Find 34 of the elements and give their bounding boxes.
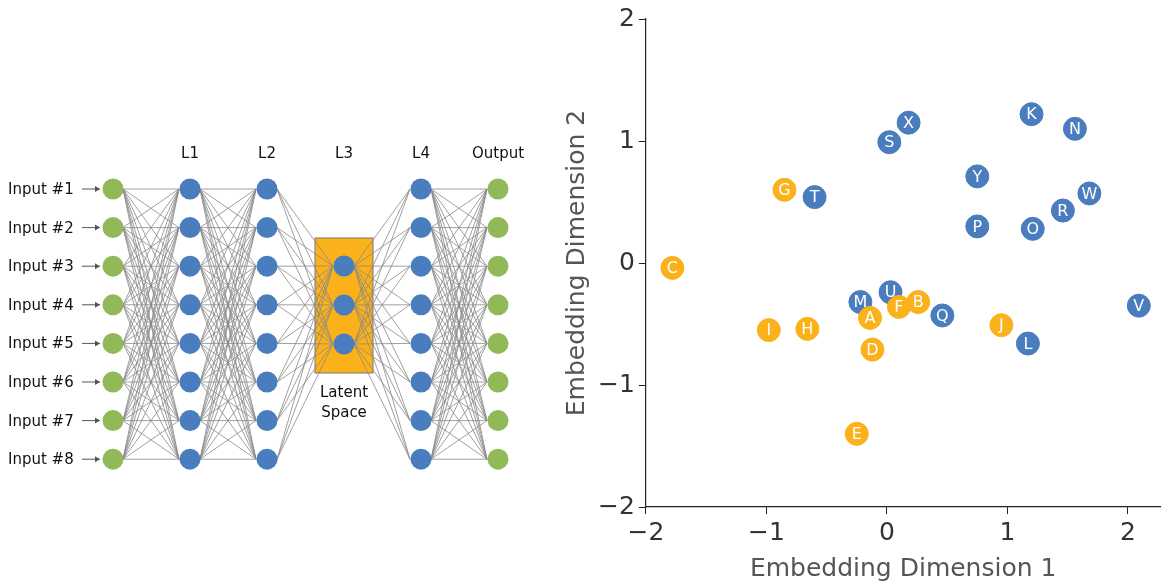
x-tick-label: 1 (999, 516, 1016, 546)
x-tick-label: 2 (1120, 516, 1136, 546)
data-label: D (866, 339, 879, 359)
y-tick-label: 2 (618, 2, 635, 32)
data-label: R (1057, 200, 1069, 220)
data-label: Y (971, 166, 983, 186)
data-label: K (1026, 104, 1038, 124)
data-label: G (778, 179, 791, 199)
data-label: I (766, 320, 772, 340)
data-label: H (801, 319, 814, 339)
point (756, 318, 781, 343)
data-label: J (998, 315, 1004, 335)
data-label: O (1026, 219, 1040, 238)
data-label: E (851, 423, 862, 443)
x-tick-label: −1 (747, 516, 785, 546)
y-tick-label: −2 (597, 490, 635, 520)
x-axis-title: Embedding Dimension 1 (749, 552, 1057, 582)
data-label: Q (936, 305, 949, 325)
x-tick-label: 0 (878, 516, 895, 546)
data-label: P (972, 216, 983, 236)
data-label: L (1023, 333, 1033, 353)
data-label: V (1133, 295, 1145, 315)
data-label: F (894, 297, 904, 317)
data-label: T (808, 187, 820, 207)
data-label: X (903, 112, 915, 132)
y-tick-label: −1 (597, 368, 635, 398)
y-tick-label: 0 (618, 246, 635, 276)
data-label: S (884, 132, 895, 152)
y-axis-title: Embedding Dimension 2 (560, 109, 590, 417)
data-label: N (1068, 118, 1081, 138)
data-label: W (1081, 183, 1098, 203)
data-label: B (912, 292, 924, 312)
data-label: C (666, 258, 678, 278)
y-tick-label: 1 (618, 124, 635, 154)
